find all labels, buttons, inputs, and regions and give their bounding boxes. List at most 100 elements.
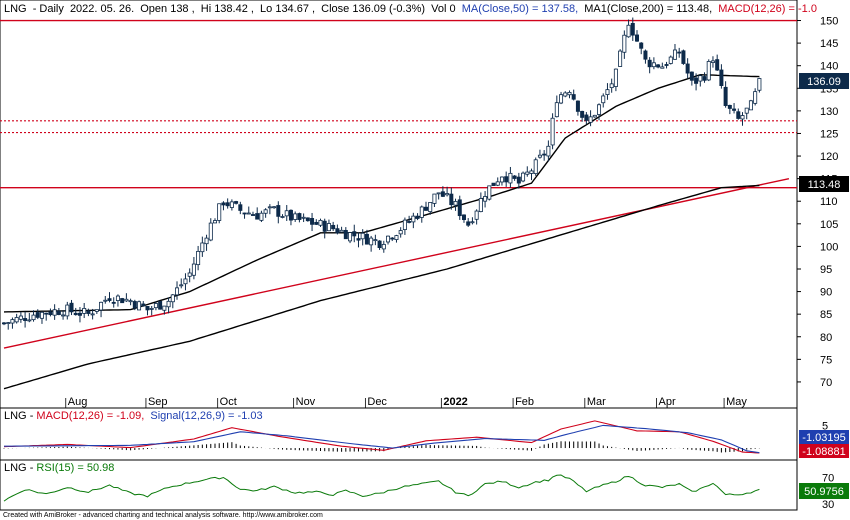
candle: [348, 231, 353, 244]
candle: [533, 157, 538, 176]
candle-body: [115, 295, 120, 301]
candle: [69, 299, 74, 316]
price-tick-label: 90: [820, 287, 832, 299]
candle: [525, 166, 530, 177]
candle: [322, 218, 327, 239]
candle: [137, 300, 142, 311]
candle-body: [145, 305, 150, 311]
candle: [672, 44, 677, 60]
rsi-tick-label: 70: [822, 472, 834, 484]
candle-body: [622, 34, 627, 53]
candle-body: [571, 94, 576, 100]
candle-body: [597, 104, 602, 115]
rsi-line: [3, 474, 760, 502]
candle: [18, 311, 23, 323]
candle-body: [107, 298, 112, 301]
candle: [685, 58, 690, 79]
price-tick-label: 110: [820, 196, 838, 208]
candle-body: [453, 201, 458, 206]
candle-body: [529, 170, 534, 174]
candle-body: [175, 287, 180, 296]
candle-body: [23, 318, 28, 321]
candle-body: [284, 210, 289, 217]
candle-body: [668, 56, 673, 64]
candle: [141, 301, 146, 307]
candle: [622, 30, 627, 59]
candle: [508, 166, 513, 188]
candle: [208, 218, 213, 242]
candle: [82, 302, 87, 319]
candle-body: [516, 176, 521, 184]
candle: [732, 103, 737, 114]
candle-body: [542, 153, 547, 156]
x-tick-label: Dec: [367, 396, 387, 408]
candle: [250, 211, 255, 216]
candle-body: [56, 310, 61, 315]
candle: [613, 68, 618, 92]
candle: [65, 301, 70, 320]
candle-body: [158, 301, 163, 310]
candle-body: [120, 298, 125, 304]
candle: [318, 218, 323, 228]
macd-tag: -1.08881: [799, 444, 849, 458]
candle-body: [402, 219, 407, 231]
candle-body: [82, 307, 87, 314]
candle: [706, 59, 711, 82]
candle-body: [554, 102, 559, 118]
candle: [537, 149, 542, 159]
candle-body: [698, 75, 703, 82]
candle-body: [423, 206, 428, 211]
candle-body: [364, 233, 369, 245]
candle-body: [352, 231, 357, 237]
candle: [681, 49, 686, 65]
candle: [512, 175, 517, 181]
signal-tag: -1.03195: [799, 430, 849, 444]
candle-body: [356, 238, 361, 241]
candle: [314, 219, 319, 226]
candle-body: [149, 308, 154, 310]
candle-body: [613, 68, 618, 87]
candle-body: [44, 312, 49, 315]
macd-header: LNG - MACD(12,26) = -1.09, Signal(12,26,…: [4, 410, 263, 422]
candle-body: [288, 209, 293, 221]
candle: [390, 236, 395, 242]
candle-body: [635, 34, 640, 42]
candle: [238, 201, 243, 215]
candle: [166, 297, 171, 314]
candle-body: [744, 107, 749, 114]
signal-line: [4, 424, 760, 454]
candle-body: [521, 172, 526, 182]
candle: [491, 182, 496, 186]
candle-body: [153, 303, 158, 309]
candle: [225, 198, 230, 209]
candle: [217, 203, 222, 224]
candle-body: [141, 303, 146, 307]
candle-body: [229, 201, 234, 208]
candle-body: [537, 154, 542, 158]
candle-body: [179, 284, 184, 287]
candle: [132, 299, 137, 311]
price-tick-label: 120: [820, 151, 838, 163]
candle-body: [326, 223, 331, 232]
candle: [470, 217, 475, 225]
candle-body: [706, 61, 711, 81]
candle-body: [335, 228, 340, 234]
candle: [6, 322, 11, 330]
candle: [529, 168, 534, 181]
x-tick-label: Oct: [220, 396, 237, 408]
candle: [656, 63, 661, 69]
candle-body: [77, 312, 82, 316]
candle: [571, 89, 576, 101]
x-tick-label: Apr: [659, 396, 676, 408]
price-tick-label: 100: [820, 241, 838, 253]
candle: [626, 19, 631, 38]
candle: [284, 205, 289, 221]
candle: [373, 234, 378, 246]
candle-body: [48, 311, 53, 316]
candle-body: [73, 312, 78, 316]
candle: [710, 56, 715, 68]
candle: [293, 211, 298, 222]
candle-body: [310, 218, 315, 225]
candle: [276, 201, 281, 224]
